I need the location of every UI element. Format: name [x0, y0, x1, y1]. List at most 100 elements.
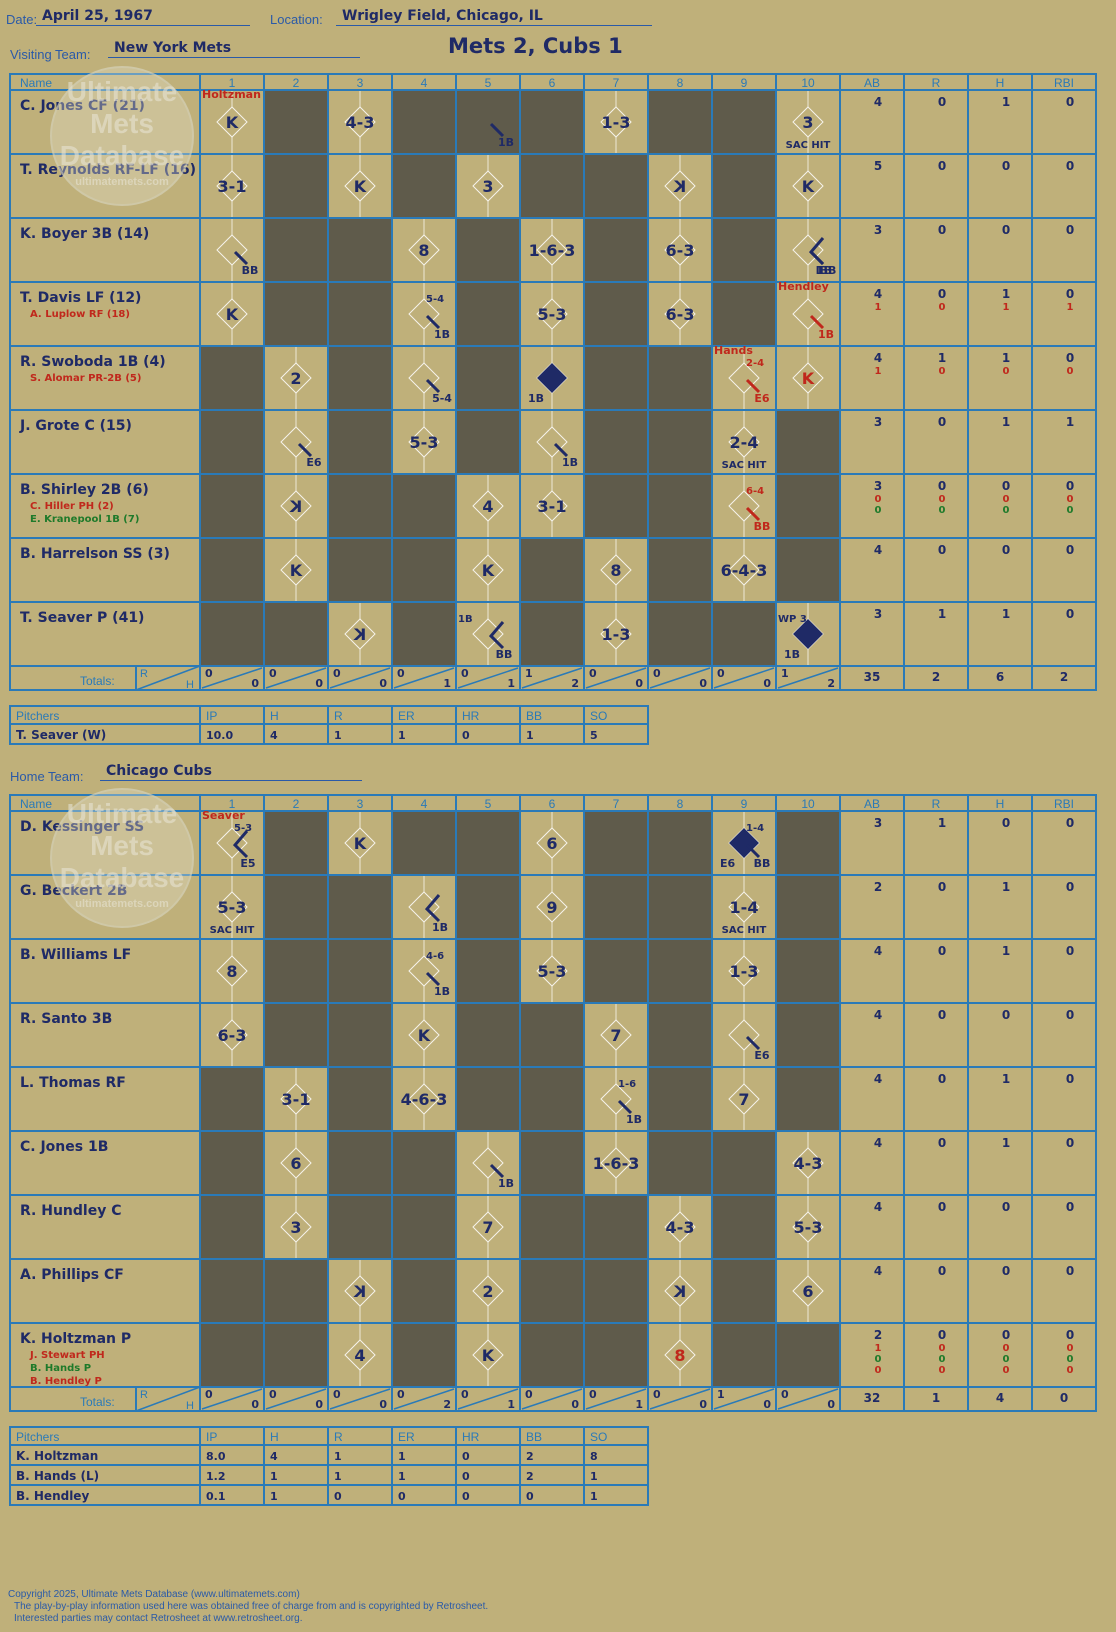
advance-note: 5-3 — [234, 823, 252, 834]
play-result-text: K — [353, 625, 366, 644]
inning-cell-shaded — [648, 538, 712, 602]
play-result-text: 4-3 — [666, 1218, 695, 1237]
pitcher-stat: 1 — [334, 1450, 342, 1463]
stat-total: 1 — [932, 1391, 940, 1405]
totals-divider — [457, 1388, 519, 1410]
inning-hits-total: 2 — [443, 1398, 451, 1411]
scorecard-border — [9, 794, 1097, 1412]
substitute-name: C. Hiller PH (2) — [30, 501, 114, 512]
play-result-text: 9 — [546, 898, 557, 917]
name-column-header: Name — [20, 76, 52, 90]
inning-cell-shaded — [456, 282, 520, 346]
inning-cell-shaded — [392, 538, 456, 602]
inning-runs-total: 0 — [269, 1388, 277, 1401]
player-stat-value: 1 — [875, 366, 882, 377]
stat-column-header: RBI — [1054, 797, 1074, 811]
stat-column-header: R — [932, 797, 941, 811]
player-stat-value: 0 — [1066, 287, 1074, 301]
hit-result-text: 1B — [816, 264, 832, 277]
player-stat-value: 0 — [1003, 1365, 1010, 1376]
game-location: Wrigley Field, Chicago, IL — [336, 8, 652, 26]
totals-divider — [585, 1388, 647, 1410]
player-stat-value: 0 — [939, 366, 946, 377]
inning-cell-shaded — [520, 90, 584, 154]
inning-cell-shaded — [328, 1067, 392, 1131]
player-stat-value: 3 — [874, 479, 882, 493]
inning-cell-shaded — [264, 154, 328, 218]
inning-runs-total: 0 — [781, 1388, 789, 1401]
player-stat-value: 4 — [874, 1200, 882, 1214]
pitcher-stat: 10.0 — [206, 729, 233, 742]
inning-cell-shaded — [520, 1131, 584, 1195]
player-stat-value: 0 — [938, 415, 946, 429]
pitchers-column-header: SO — [590, 709, 607, 723]
advance-note: 2-4 — [746, 358, 764, 369]
player-stat-value: 1 — [1002, 1136, 1010, 1150]
inning-column-header: 3 — [357, 797, 364, 811]
hit-result-text: 5-4 — [432, 392, 452, 405]
inning-cell-shaded — [776, 811, 840, 875]
player-stat-value: 1 — [1002, 607, 1010, 621]
inning-cell-shaded — [456, 1003, 520, 1067]
player-stat-value: 0 — [938, 1072, 946, 1086]
player-stat-value: 1 — [938, 816, 946, 830]
pitcher-stat: 1 — [526, 729, 534, 742]
baserunning-path — [233, 250, 249, 266]
watermark-line4: ultimatemets.com — [75, 176, 169, 188]
pitcher-stat: 1 — [270, 1490, 278, 1503]
inning-column-header: 8 — [677, 76, 684, 90]
inning-cell-shaded — [776, 410, 840, 474]
stat-column-header: AB — [864, 76, 880, 90]
player-stat-value: 1 — [1003, 302, 1010, 313]
play-result-text: 1-4 — [730, 898, 759, 917]
player-stat-value: 1 — [1002, 880, 1010, 894]
watermark-logo: Ultimate Mets Database ultimatemets.com — [50, 788, 194, 928]
pitchers-column-header: IP — [206, 1430, 217, 1444]
player-stat-value: 2 — [874, 880, 882, 894]
pitcher-stat: 0 — [462, 1470, 470, 1483]
stat-total: 4 — [996, 1391, 1004, 1405]
totals-divider — [135, 1386, 201, 1412]
player-stat-value: 0 — [938, 543, 946, 557]
pitchers-column-header: SO — [590, 1430, 607, 1444]
inning-cell-shaded — [712, 282, 776, 346]
player-stat-value: 4 — [874, 543, 882, 557]
player-name: B. Shirley 2B (6) — [20, 482, 149, 498]
inning-cell-shaded — [200, 1067, 264, 1131]
player-stat-value: 0 — [938, 1264, 946, 1278]
inning-cell-shaded — [648, 875, 712, 939]
inning-column-header: 4 — [421, 76, 428, 90]
totals-label: Totals: — [80, 1395, 115, 1409]
inning-cell-shaded — [264, 218, 328, 282]
inning-runs-total: 0 — [717, 667, 725, 680]
inning-cell-shaded — [392, 1131, 456, 1195]
player-stat-value: 4 — [874, 351, 882, 365]
footer-line2: The play-by-play information used here w… — [14, 1601, 489, 1612]
pitcher-stat: 4 — [270, 1450, 278, 1463]
player-stat-value: 0 — [1066, 1264, 1074, 1278]
hit-result-text: 1B — [434, 328, 450, 341]
inning-cell-shaded — [456, 90, 520, 154]
pitcher-stat: 1 — [590, 1470, 598, 1483]
play-result-text: 3-1 — [538, 497, 567, 516]
inning-hits-total: 0 — [699, 1398, 707, 1411]
play-result-text: K — [353, 1282, 366, 1301]
stat-column-header: R — [932, 76, 941, 90]
sacrifice-note: SAC HIT — [722, 460, 767, 471]
inning-cell-shaded — [776, 875, 840, 939]
pitching-change-note: Hands — [714, 344, 753, 357]
play-result-text: K — [226, 113, 239, 132]
play-result-text: 8 — [226, 962, 237, 981]
inning-cell-shaded — [648, 811, 712, 875]
inning-cell-shaded — [584, 410, 648, 474]
inning-hits-total: 0 — [251, 1398, 259, 1411]
player-stat-value: 4 — [874, 95, 882, 109]
inning-cell-shaded — [520, 154, 584, 218]
player-stat-value: 1 — [875, 302, 882, 313]
inning-runs-total: 1 — [525, 667, 533, 680]
player-name: T. Seaver P (41) — [20, 610, 144, 626]
inning-cell-shaded — [584, 474, 648, 538]
inning-hits-total: 1 — [507, 677, 515, 690]
player-name: L. Thomas RF — [20, 1075, 126, 1091]
totals-r-label: R — [140, 668, 148, 680]
